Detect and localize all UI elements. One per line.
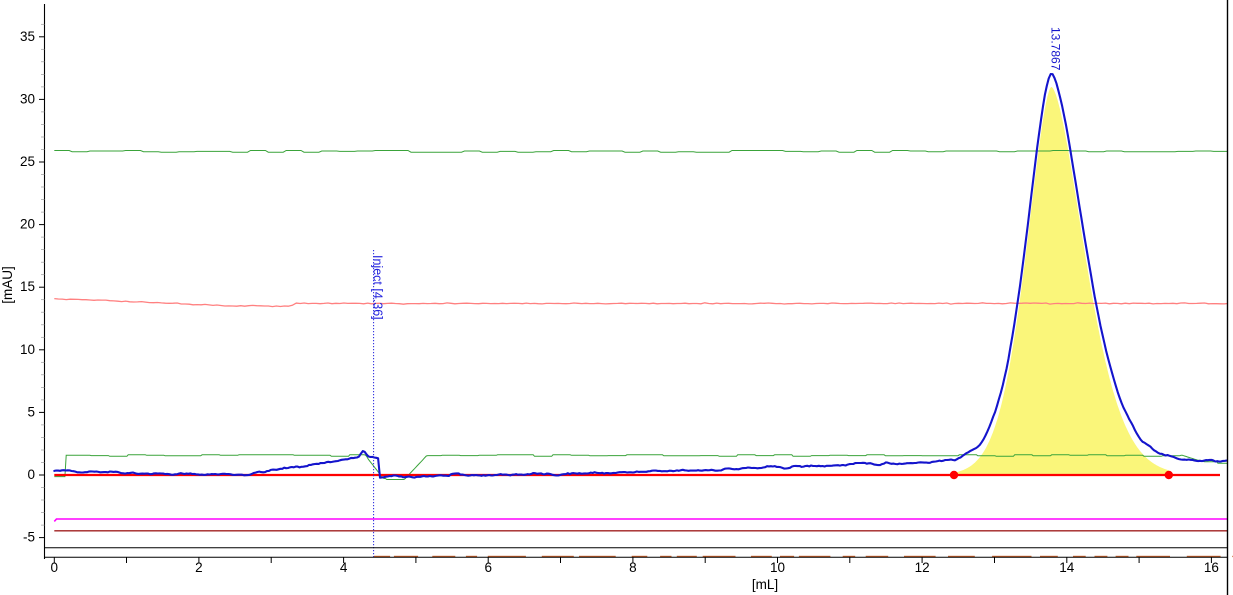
svg-text:2: 2 (195, 560, 203, 575)
svg-text:4: 4 (340, 560, 348, 575)
svg-text:Inject [4.36]: Inject [4.36] (371, 255, 385, 320)
svg-text:[mAU]: [mAU] (0, 266, 15, 304)
svg-text:0: 0 (51, 560, 59, 575)
svg-text:16: 16 (1204, 560, 1219, 575)
svg-text:[mL]: [mL] (752, 577, 778, 592)
svg-text:35: 35 (20, 29, 35, 44)
svg-text:-5: -5 (23, 530, 35, 545)
svg-text:13.7867: 13.7867 (1049, 27, 1063, 71)
svg-text:10: 10 (20, 342, 35, 357)
svg-text:25: 25 (20, 154, 35, 169)
svg-text:30: 30 (20, 91, 35, 106)
svg-text:6: 6 (484, 560, 492, 575)
svg-text:12: 12 (915, 560, 930, 575)
svg-text:5: 5 (27, 404, 35, 419)
svg-text:8: 8 (629, 560, 637, 575)
svg-text:14: 14 (1059, 560, 1075, 575)
svg-text:20: 20 (20, 217, 35, 232)
svg-text:15: 15 (20, 279, 35, 294)
svg-text:0: 0 (27, 467, 35, 482)
svg-text:10: 10 (770, 560, 785, 575)
